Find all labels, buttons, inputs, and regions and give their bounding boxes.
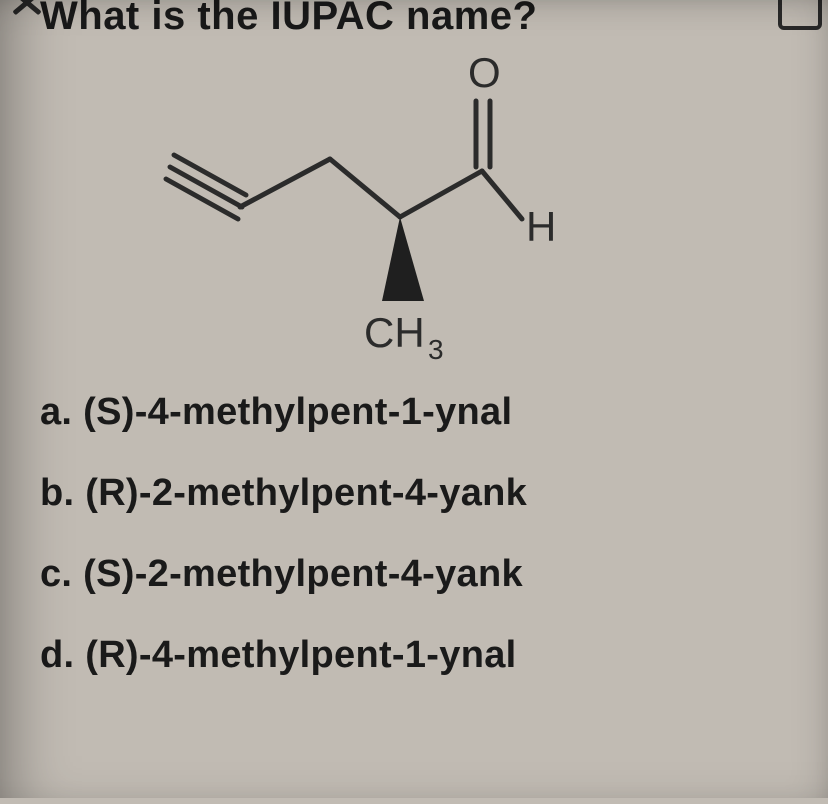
option-text: (S)-2-methylpent-4-yank <box>83 553 523 595</box>
answer-options: a. (S)-4-methylpent-1-ynal b. (R)-2-meth… <box>40 391 798 677</box>
option-c[interactable]: c. (S)-2-methylpent-4-yank <box>40 553 798 596</box>
option-a[interactable]: a. (S)-4-methylpent-1-ynal <box>40 391 798 434</box>
option-text: (R)-2-methylpent-4-yank <box>85 472 527 514</box>
option-text: (R)-4-methylpent-1-ynal <box>85 634 516 676</box>
molecule-svg: O H CH 3 <box>150 49 570 369</box>
option-d[interactable]: d. (R)-4-methylpent-1-ynal <box>40 634 798 677</box>
label-hydrogen: H <box>526 203 556 250</box>
option-letter: b. <box>40 472 74 514</box>
question-title: What is the IUPAC name? <box>40 0 798 39</box>
label-oxygen: O <box>468 49 501 96</box>
option-text: (S)-4-methylpent-1-ynal <box>83 391 512 433</box>
label-ch-sub: 3 <box>428 334 444 365</box>
option-letter: d. <box>40 634 74 676</box>
close-icon[interactable] <box>6 0 54 28</box>
option-letter: c. <box>40 553 72 595</box>
question-page: What is the IUPAC name? <box>0 0 828 798</box>
label-ch: CH <box>364 309 425 356</box>
option-b[interactable]: b. (R)-2-methylpent-4-yank <box>40 472 798 515</box>
wedge-bond <box>382 217 424 301</box>
option-letter: a. <box>40 391 72 433</box>
molecule-diagram: O H CH 3 <box>40 49 798 379</box>
bookmark-icon[interactable] <box>778 0 822 30</box>
